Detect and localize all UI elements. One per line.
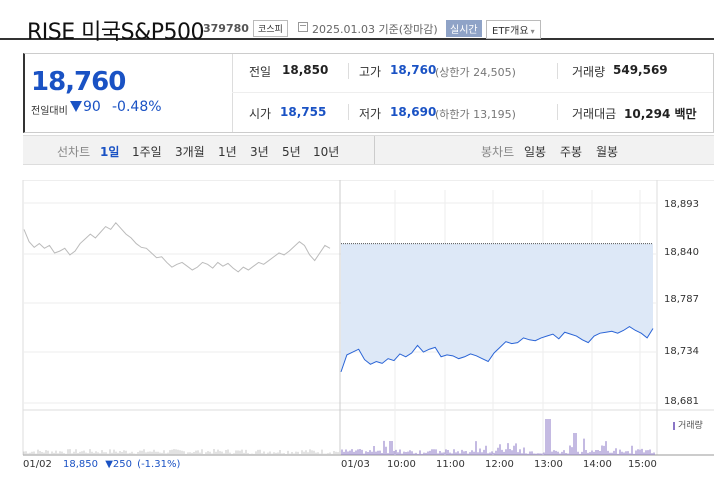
- x-tick: 14:00: [583, 459, 612, 470]
- x-tick: 11:00: [436, 459, 465, 470]
- period-1d[interactable]: 1일: [100, 145, 120, 159]
- base-date: 2025.01.03 기준(장마감): [312, 23, 438, 36]
- open-label: 시가: [249, 107, 272, 121]
- y-tick: 18,840: [664, 247, 699, 258]
- prev-day-pct: (-1.31%): [137, 459, 181, 470]
- change-label: 전일대비: [31, 106, 68, 117]
- prev-day-date: 01/02: [23, 459, 52, 470]
- amount-value: 10,294 백만: [624, 107, 697, 121]
- calendar-icon: [298, 22, 308, 32]
- prev-day-line: [23, 222, 331, 273]
- realtime-button[interactable]: 실시간: [446, 20, 482, 37]
- stock-code: 379780: [203, 22, 249, 35]
- volume-legend: 거래량: [673, 418, 703, 431]
- stat-separator: [557, 104, 558, 120]
- etf-overview-label: ETF개요: [492, 26, 529, 37]
- x-tick: 15:00: [628, 459, 657, 470]
- chevron-down-icon: ▾: [530, 27, 535, 36]
- prev-day-close: 18,850: [63, 459, 99, 470]
- amount-label: 거래대금: [572, 107, 617, 121]
- lower-limit: (하한가 13,195): [435, 108, 516, 121]
- period-5y[interactable]: 5년: [282, 145, 301, 159]
- down-arrow-icon: [70, 101, 82, 112]
- candle-monthly[interactable]: 월봉: [596, 145, 619, 159]
- prev-day-change: ▼250: [105, 459, 132, 470]
- prev-day-info: 01/02 18,850 ▼250 (-1.31%): [23, 459, 180, 470]
- period-1y[interactable]: 1년: [218, 145, 237, 159]
- market-badge: 코스피: [253, 20, 288, 37]
- period-3m[interactable]: 3개월: [175, 145, 205, 159]
- x-tick: 01/03: [341, 459, 370, 470]
- period-1w[interactable]: 1주일: [132, 145, 162, 159]
- volume-value: 549,569: [613, 63, 668, 77]
- period-divider: [374, 136, 375, 164]
- stat-separator: [557, 63, 558, 79]
- x-tick: 10:00: [387, 459, 416, 470]
- y-tick: 18,681: [664, 396, 699, 407]
- x-tick: 12:00: [485, 459, 514, 470]
- period-bar: [23, 135, 714, 165]
- low-label: 저가: [359, 107, 382, 121]
- high-value: 18,760: [390, 63, 437, 77]
- change-percent: -0.48%: [112, 99, 162, 115]
- period-3y[interactable]: 3년: [250, 145, 269, 159]
- volume-label: 거래량: [572, 65, 606, 79]
- current-price: 18,760: [31, 67, 126, 97]
- stat-separator: [348, 63, 349, 79]
- candle-weekly[interactable]: 주봉: [560, 145, 583, 159]
- y-tick: 18,734: [664, 346, 699, 357]
- stock-name: RISE 미국S&P500: [27, 20, 205, 45]
- stat-separator: [348, 104, 349, 120]
- prev-close-label: 전일: [249, 65, 272, 79]
- today-area: [341, 243, 653, 372]
- period-10y[interactable]: 10년: [313, 145, 340, 159]
- prev-close-value: 18,850: [282, 63, 329, 77]
- header-bar: [0, 0, 714, 40]
- open-value: 18,755: [280, 105, 327, 119]
- line-chart-label: 선차트: [57, 145, 91, 159]
- candle-daily[interactable]: 일봉: [524, 145, 547, 159]
- upper-limit: (상한가 24,505): [435, 66, 516, 79]
- high-label: 고가: [359, 65, 382, 79]
- panel-row-divider: [232, 92, 713, 93]
- change-value: 90: [83, 99, 101, 115]
- candle-chart-label: 봉차트: [481, 145, 515, 159]
- x-tick: 13:00: [534, 459, 563, 470]
- y-tick: 18,787: [664, 294, 699, 305]
- etf-overview-dropdown[interactable]: ETF개요 ▾: [486, 20, 541, 39]
- today-line: [340, 325, 654, 373]
- y-tick: 18,893: [664, 199, 699, 210]
- price-chart[interactable]: [0, 180, 714, 490]
- panel-divider: [232, 54, 233, 132]
- low-value: 18,690: [390, 105, 437, 119]
